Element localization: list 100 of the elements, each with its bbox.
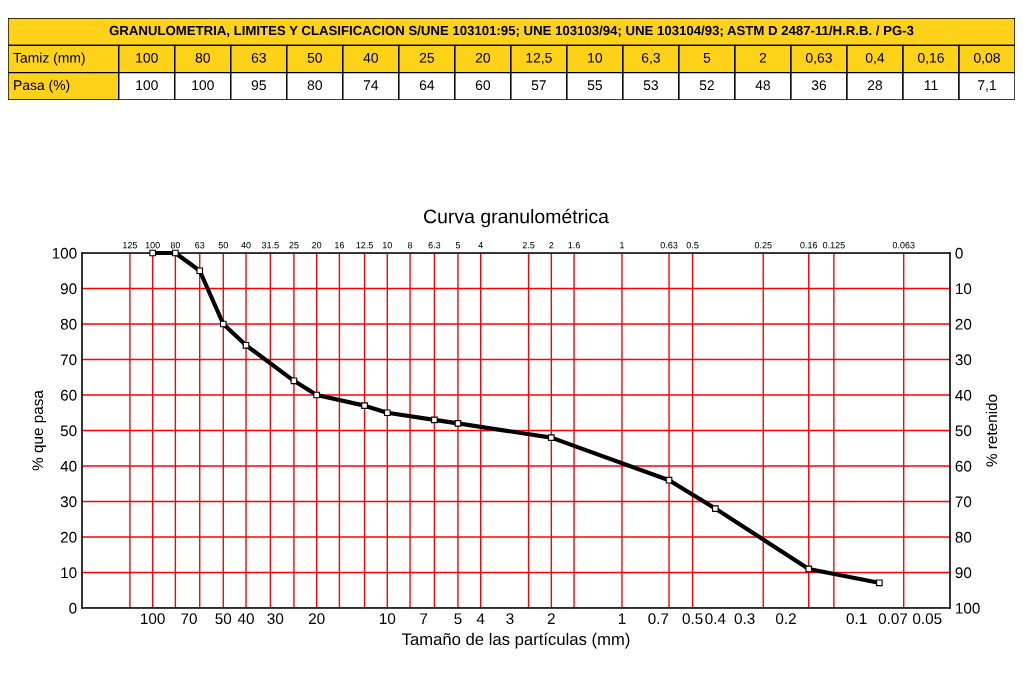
ref-line-label: 0.25 — [754, 241, 772, 249]
y-tick-label: 20 — [60, 531, 77, 543]
y2-tick-label: 20 — [955, 318, 972, 330]
y2-tick-label: 10 — [956, 283, 972, 295]
ref-line-label: 0.16 — [800, 241, 818, 249]
x-tick-label: 4 — [476, 613, 485, 624]
y2-tick-label: 100 — [956, 602, 980, 614]
text: 12,5 — [526, 52, 552, 65]
text: 48 — [755, 80, 771, 91]
ref-line-label: 100 — [145, 241, 160, 249]
text: 36 — [811, 80, 827, 91]
x-tick-label: 40 — [237, 613, 254, 625]
y-tick-label: 100 — [52, 247, 77, 259]
ref-line-label: 2.5 — [522, 241, 535, 249]
text: Tamiz (mm) — [13, 52, 85, 66]
text: 50 — [307, 52, 322, 63]
ref-line-label: 2 — [549, 241, 554, 249]
text: 28 — [867, 80, 883, 91]
x-tick-label: 10 — [379, 613, 396, 625]
text: 7,1 — [978, 80, 996, 92]
x-tick-label: 70 — [181, 613, 197, 625]
x-axis-title: Tamaño de las partículas (mm) — [401, 632, 630, 649]
ref-line-label: 10 — [382, 241, 392, 249]
text: 74 — [363, 80, 379, 90]
y-axis-title: % que pasa — [32, 390, 47, 471]
text: 95 — [251, 80, 266, 91]
x-tick-label: 50 — [215, 613, 232, 625]
y2-axis-title: % retenido — [985, 394, 998, 467]
x-tick-label: 2 — [547, 613, 555, 624]
ref-line-label: 31.5 — [261, 241, 279, 249]
ref-line-label: 63 — [195, 241, 205, 249]
x-tick-label: 0.5 — [682, 613, 703, 625]
x-tick-label: 5 — [454, 613, 462, 625]
y-tick-label: 60 — [60, 389, 77, 401]
ref-line-label: 1.6 — [568, 241, 580, 249]
x-tick-label: 0.2 — [775, 613, 796, 625]
text: 55 — [587, 80, 603, 91]
ref-line-label: 12.5 — [356, 241, 373, 249]
text: 0,08 — [974, 52, 1000, 65]
ref-line-label: 16 — [335, 241, 345, 249]
text: 2 — [759, 52, 767, 63]
text: 100 — [136, 52, 158, 63]
ref-line-label: 1 — [620, 242, 625, 249]
text: 64 — [419, 80, 435, 91]
text: 80 — [195, 52, 210, 63]
y2-tick-label: 70 — [955, 496, 972, 508]
text: 11 — [924, 80, 938, 90]
chart-subtitle: Curva granulométrica — [424, 208, 609, 228]
text: 53 — [643, 80, 659, 91]
text: 0,4 — [865, 52, 885, 65]
ref-line-label: 0.63 — [660, 241, 678, 249]
ref-line-label: 0.063 — [892, 241, 915, 249]
text: 57 — [531, 80, 546, 91]
x-tick-label: 1 — [618, 613, 626, 624]
ref-line-label: 125 — [123, 241, 138, 249]
y2-tick-label: 50 — [955, 425, 972, 437]
text: 52 — [699, 80, 714, 91]
ref-line-label: 25 — [289, 241, 299, 249]
y-tick-label: 10 — [61, 567, 77, 579]
y2-tick-label: 60 — [955, 460, 972, 472]
x-tick-label: 0.07 — [878, 613, 908, 625]
y2-tick-label: 0 — [955, 247, 963, 259]
y-tick-label: 80 — [60, 318, 77, 330]
text: 80 — [307, 80, 322, 91]
y-tick-label: 90 — [60, 283, 77, 295]
text: 100 — [136, 80, 158, 91]
text: Pasa (%) — [14, 79, 70, 93]
text: 100 — [192, 80, 214, 91]
y2-tick-label: 30 — [955, 354, 972, 366]
text: 0,63 — [805, 52, 832, 65]
text: 0,16 — [918, 52, 944, 65]
ref-line-label: 80 — [170, 241, 181, 249]
y-tick-label: 30 — [60, 496, 77, 508]
text: 5 — [703, 53, 711, 63]
ref-line-label: 8 — [407, 241, 413, 249]
x-tick-label: 3 — [506, 613, 514, 625]
x-tick-label: 100 — [141, 613, 165, 625]
x-tick-label: 0.7 — [648, 613, 669, 625]
y2-tick-label: 90 — [955, 567, 972, 579]
y-tick-label: 50 — [60, 425, 77, 437]
x-tick-label: 0.05 — [912, 613, 942, 625]
y2-tick-label: 80 — [955, 531, 972, 543]
ref-line-label: 0.5 — [686, 241, 699, 249]
ref-line-label: 0.125 — [822, 241, 845, 249]
text: 20 — [475, 52, 491, 63]
text: 10 — [588, 52, 603, 63]
ref-line-label: 50 — [218, 241, 228, 249]
ref-line-label: 40 — [241, 241, 251, 249]
text: 63 — [251, 52, 266, 63]
ref-line-label: 6.3 — [428, 241, 441, 249]
ref-line-label: 5 — [455, 242, 461, 249]
text: 25 — [419, 52, 434, 63]
x-tick-label: 20 — [308, 613, 325, 625]
y-tick-label: 40 — [60, 460, 77, 472]
x-tick-label: 7 — [420, 613, 428, 624]
x-tick-label: 0.4 — [705, 613, 726, 625]
chart-title: GRANULOMETRIA, LIMITES Y CLASIFICACION S/UNE 103101:95; UNE 103103/94; UNE 103104/93; ASTM D 2487-11/H.R.B. / PG-3 — [109, 25, 914, 38]
x-tick-label: 0.1 — [846, 613, 867, 625]
x-tick-label: 30 — [267, 613, 284, 625]
ref-line-label: 4 — [478, 242, 483, 249]
